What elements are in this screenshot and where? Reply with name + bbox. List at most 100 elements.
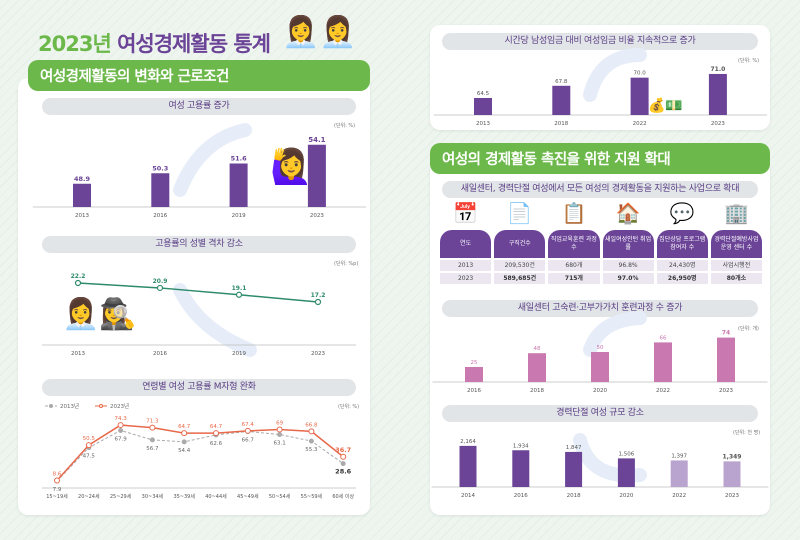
break-value-label: 1,349 bbox=[723, 453, 742, 460]
age-point bbox=[118, 427, 124, 433]
support-table: 📅 📄 📋 🏠 💬 🏢 연도 구직건수 직업교육훈련 과정 수 새일여성인턴 취업률 집단상담 프로… bbox=[440, 198, 762, 284]
age-value-label: 74.3 bbox=[114, 416, 127, 422]
age-value-label: 66.8 bbox=[305, 422, 318, 428]
train-x-tick: 2016 bbox=[467, 388, 481, 394]
age-title: 연령별 여성 고용률 M자형 완화 bbox=[42, 379, 356, 396]
table-cell: 96.8% bbox=[602, 260, 654, 271]
gap-value-label: 22.2 bbox=[71, 273, 86, 280]
age-x-tick: 40~44세 bbox=[205, 493, 227, 500]
age-value-label: 63.1 bbox=[273, 441, 285, 447]
age-value-label: 36.7 bbox=[335, 446, 351, 454]
gap-unit: (단위: %p) bbox=[334, 261, 359, 267]
age-value-label: 56.7 bbox=[146, 446, 159, 452]
age-value-label: 7.9 bbox=[53, 487, 62, 493]
age-point bbox=[340, 453, 347, 460]
wage-bar bbox=[708, 73, 727, 115]
age-x-tick: 55~59세 bbox=[301, 493, 323, 500]
emp-value-label: 48.9 bbox=[74, 175, 91, 183]
age-value-label: 67.9 bbox=[114, 436, 127, 442]
gap-point bbox=[74, 279, 82, 287]
legend-marker bbox=[49, 404, 53, 408]
right-banner: 여성의 경제활동 촉진을 위한 지원 확대 bbox=[430, 143, 770, 174]
break-bar bbox=[670, 460, 688, 487]
age-point bbox=[54, 477, 60, 484]
break-value-label: 1,397 bbox=[671, 453, 687, 459]
age-value-label: 55.3 bbox=[305, 447, 318, 453]
age-point bbox=[308, 428, 315, 435]
break-value-label: 1,506 bbox=[619, 451, 635, 457]
break-title: 경력단절 여성 규모 감소 bbox=[442, 405, 758, 422]
train-value-label: 74 bbox=[722, 330, 730, 337]
legend-marker bbox=[99, 404, 103, 408]
women-illustration: 👩‍💼👩‍💼 bbox=[282, 15, 357, 50]
train-title: 새일센터 고숙련·고부가가치 훈련과정 수 증가 bbox=[442, 300, 758, 317]
train-value-label: 25 bbox=[471, 360, 478, 366]
break-value-label: 1,934 bbox=[513, 443, 529, 449]
gap-x-tick: 2016 bbox=[153, 351, 167, 357]
age-point bbox=[181, 430, 188, 437]
break-value-label: 2,164 bbox=[460, 439, 476, 445]
emp-value-label: 51.6 bbox=[231, 155, 248, 163]
train-value-label: 50 bbox=[597, 345, 604, 351]
age-point bbox=[149, 424, 156, 431]
age-line-2023년 bbox=[56, 424, 344, 481]
gap-value-label: 19.1 bbox=[232, 285, 247, 292]
house-person-icon: 🏠 bbox=[615, 201, 641, 225]
age-x-tick: 25~29세 bbox=[110, 493, 132, 500]
break-bar bbox=[459, 445, 477, 487]
wage-x-tick: 2023 bbox=[711, 121, 725, 127]
wage-value-label: 70.0 bbox=[633, 71, 646, 77]
gap-title: 고용률의 성별 격차 감소 bbox=[42, 236, 356, 253]
age-x-tick: 50~54세 bbox=[269, 493, 291, 500]
gap-x-tick: 2023 bbox=[311, 351, 325, 357]
age-point bbox=[213, 430, 219, 437]
age-point bbox=[244, 427, 251, 434]
table-header: 구직건수 bbox=[494, 230, 546, 258]
emp-x-tick: 2016 bbox=[153, 213, 167, 219]
wage-x-tick: 2022 bbox=[633, 121, 647, 127]
trend-arrow bbox=[173, 283, 257, 357]
train-bar bbox=[654, 342, 672, 382]
table-cell: 715개 bbox=[548, 273, 600, 284]
emp-bar bbox=[151, 173, 170, 207]
legend-label: 2013년 bbox=[60, 402, 79, 410]
age-value-label: 54.4 bbox=[178, 448, 191, 454]
break-unit: (단위: 천 명) bbox=[733, 430, 761, 436]
trend-arrow bbox=[173, 123, 252, 197]
table-title: 새일센터, 경력단절 여성에서 모든 여성의 경제활동을 지원하는 사업으로 확… bbox=[442, 181, 758, 198]
table-cell: 24,430명 bbox=[656, 260, 708, 271]
age-x-tick: 45~49세 bbox=[237, 493, 259, 500]
women-magnifier-illustration: 👩‍💼🕵️‍♀️ bbox=[62, 297, 137, 332]
table-cell: 사업시행전 bbox=[710, 260, 762, 271]
break-x-tick: 2023 bbox=[725, 493, 739, 499]
train-value-label: 48 bbox=[534, 346, 541, 352]
table-cell: 80개소 bbox=[710, 273, 762, 284]
emp-title: 여성 고용률 증가 bbox=[42, 98, 356, 115]
table-cell: 2023 bbox=[440, 273, 492, 284]
age-x-tick: 35~39세 bbox=[173, 493, 195, 500]
wage-value-label: 71.0 bbox=[710, 66, 725, 73]
table-cell: 209,530건 bbox=[494, 260, 546, 271]
trend-arrow bbox=[583, 48, 647, 102]
gap-x-tick: 2019 bbox=[232, 351, 246, 357]
wage-value-label: 67.8 bbox=[555, 79, 568, 85]
age-value-label: 50.5 bbox=[83, 436, 96, 442]
emp-x-tick: 2023 bbox=[310, 213, 324, 219]
age-point bbox=[276, 426, 283, 433]
break-x-tick: 2020 bbox=[619, 493, 633, 499]
table-header: 집단상담 프로그램 참여자 수 bbox=[656, 230, 708, 258]
train-bar bbox=[528, 353, 546, 382]
train-x-tick: 2023 bbox=[719, 388, 733, 394]
age-point bbox=[85, 442, 92, 449]
age-point bbox=[340, 461, 346, 467]
age-x-tick: 15~19세 bbox=[46, 493, 68, 500]
emp-bar bbox=[229, 163, 248, 207]
table-cell: 680개 bbox=[548, 260, 600, 271]
age-x-tick: 30~34세 bbox=[142, 493, 164, 500]
wage-bar bbox=[552, 85, 571, 115]
gap-value-label: 17.2 bbox=[311, 292, 326, 299]
emp-bar bbox=[73, 183, 91, 207]
chat-group-icon: 💬 bbox=[669, 201, 695, 225]
wage-bar bbox=[630, 77, 649, 115]
